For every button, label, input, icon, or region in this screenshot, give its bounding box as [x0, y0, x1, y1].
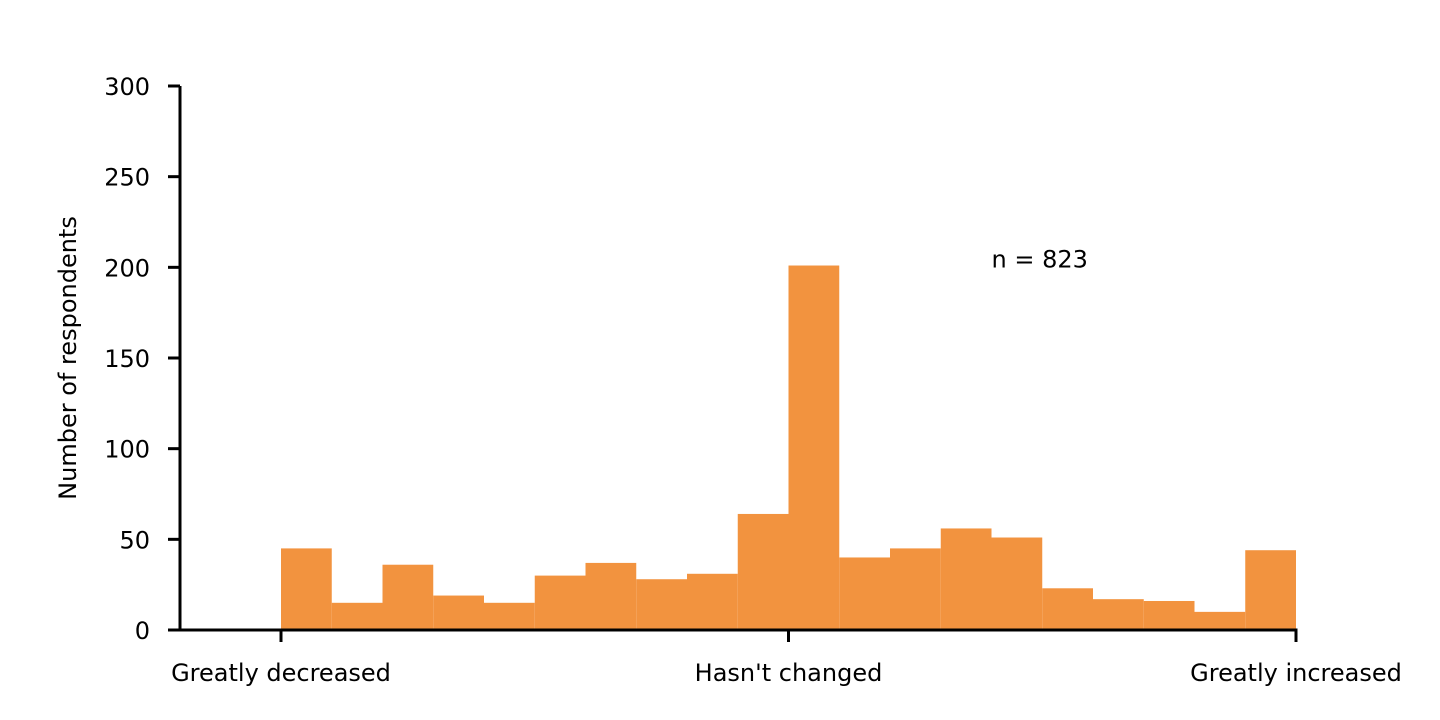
histogram-bar [839, 557, 890, 630]
y-tick-label: 300 [104, 73, 150, 101]
histogram-bar [382, 564, 434, 630]
y-tick-label: 250 [104, 164, 150, 192]
histogram-bar [281, 548, 332, 630]
histogram-bar [636, 579, 687, 630]
histogram-bar [788, 265, 840, 630]
sample-size-annotation: n = 823 [992, 245, 1088, 273]
y-tick-label: 0 [135, 617, 150, 645]
histogram-bar [585, 562, 637, 630]
y-axis: 0 50 100 150 200 250 300 [104, 73, 182, 645]
y-tick-label: 150 [104, 345, 150, 373]
histogram-bar [940, 528, 992, 630]
histogram-bar [534, 575, 586, 630]
histogram-bar [890, 548, 941, 630]
histogram-bar [687, 573, 738, 630]
histogram-bar [1143, 600, 1195, 630]
histogram-bar [1093, 599, 1144, 630]
x-tick-label: Greatly decreased [171, 659, 391, 687]
x-tick-label: Hasn't changed [695, 659, 883, 687]
y-tick-label: 200 [104, 254, 150, 282]
y-axis-title: Number of respondents [54, 216, 82, 500]
y-tick-label: 50 [119, 526, 150, 554]
x-tick-label: Greatly increased [1190, 659, 1402, 687]
histogram-bar [433, 595, 484, 630]
histogram-bar [737, 513, 789, 630]
histogram-bar [1245, 550, 1296, 630]
histogram-bar [331, 602, 383, 630]
histogram-bar [484, 602, 535, 630]
x-axis: Greatly decreased Hasn't changed Greatly i… [171, 628, 1402, 687]
y-tick-label: 100 [104, 436, 150, 464]
histogram-bar [991, 537, 1043, 630]
histogram-bar [1194, 611, 1246, 630]
bars-group [281, 265, 1296, 630]
histogram-bar [1042, 588, 1093, 630]
